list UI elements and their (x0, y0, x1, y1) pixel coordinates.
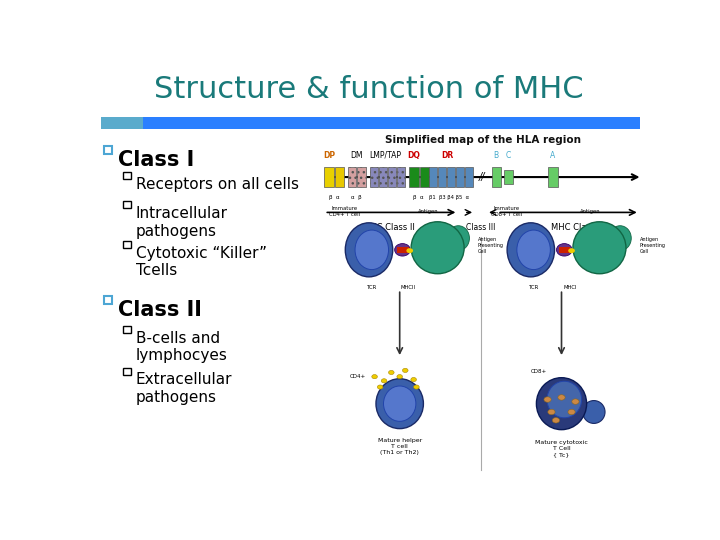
Bar (547, 167, 557, 187)
Text: DR: DR (441, 151, 454, 160)
Text: CD8+: CD8+ (531, 369, 547, 374)
Text: TCR: TCR (528, 285, 539, 290)
Bar (104, 146, 112, 154)
Text: TCR: TCR (366, 285, 377, 290)
Bar (104, 295, 112, 304)
Ellipse shape (557, 244, 572, 256)
Text: Class II: Class II (118, 300, 202, 320)
Text: β  α: β α (328, 194, 339, 199)
Bar (124, 201, 131, 208)
Text: MHCI: MHCI (563, 285, 577, 290)
Bar (124, 241, 131, 248)
Bar (124, 172, 131, 179)
Bar (504, 170, 513, 184)
Text: Antigen
Presenting
Cell: Antigen Presenting Cell (639, 238, 665, 254)
Bar (348, 167, 356, 187)
Bar (397, 167, 405, 187)
Ellipse shape (389, 370, 394, 375)
Ellipse shape (573, 222, 626, 274)
Ellipse shape (376, 379, 423, 429)
Bar (429, 167, 437, 187)
Text: DP: DP (323, 151, 335, 160)
Text: //: // (479, 172, 485, 182)
Text: Antigen: Antigen (418, 210, 439, 214)
Bar (324, 167, 334, 187)
Bar (409, 167, 418, 187)
Bar (456, 167, 464, 187)
Ellipse shape (395, 244, 410, 256)
Ellipse shape (582, 401, 605, 423)
Ellipse shape (397, 375, 402, 379)
Bar (559, 246, 570, 253)
Ellipse shape (406, 248, 413, 253)
Ellipse shape (384, 386, 416, 421)
Bar (379, 167, 387, 187)
Ellipse shape (552, 417, 559, 423)
Ellipse shape (517, 230, 550, 269)
Bar (124, 368, 131, 375)
Text: B-cells and
lymphocyes: B-cells and lymphocyes (136, 331, 228, 363)
Bar (143, 117, 639, 129)
Text: Cytotoxic “Killer”
Tcells: Cytotoxic “Killer” Tcells (136, 246, 266, 278)
Bar (397, 246, 409, 253)
Bar (335, 167, 344, 187)
Text: DM: DM (350, 151, 362, 160)
Ellipse shape (547, 381, 582, 418)
Bar (370, 167, 378, 187)
Ellipse shape (572, 399, 579, 404)
Text: β1  β3 β4 β5  α: β1 β3 β4 β5 α (429, 194, 469, 199)
Bar (492, 167, 500, 187)
Ellipse shape (346, 223, 392, 277)
Bar (124, 326, 131, 333)
Ellipse shape (414, 385, 419, 389)
Text: B: B (494, 151, 499, 160)
Text: Mature helper
T cell
(Th1 or Th2): Mature helper T cell (Th1 or Th2) (377, 438, 422, 455)
Ellipse shape (568, 248, 575, 253)
Bar (420, 167, 429, 187)
Text: Mature cytotoxic
T Cell
{ Tc}: Mature cytotoxic T Cell { Tc} (535, 440, 588, 457)
Text: CD4+: CD4+ (350, 374, 366, 379)
Ellipse shape (402, 368, 408, 373)
Text: β  α: β α (413, 194, 424, 199)
Ellipse shape (507, 223, 554, 277)
Ellipse shape (536, 377, 587, 430)
Ellipse shape (544, 397, 552, 402)
Text: Structure & function of MHC: Structure & function of MHC (154, 75, 584, 104)
Ellipse shape (568, 409, 575, 415)
Bar (388, 167, 396, 187)
Text: α  β: α β (351, 194, 361, 199)
Text: C: C (506, 151, 511, 160)
Bar (357, 167, 366, 187)
Ellipse shape (447, 226, 469, 251)
Bar (438, 167, 446, 187)
Text: Immature
CD8+ T cell: Immature CD8+ T cell (491, 206, 523, 217)
Text: MHCII: MHCII (400, 285, 415, 290)
Ellipse shape (372, 375, 377, 379)
Text: Class III: Class III (466, 223, 495, 232)
Ellipse shape (411, 222, 464, 274)
Text: Simplified map of the HLA region: Simplified map of the HLA region (385, 136, 581, 145)
Text: Antigen: Antigen (580, 210, 600, 214)
Text: MHC Class II: MHC Class II (363, 223, 415, 232)
Ellipse shape (377, 385, 383, 389)
Text: Antigen
Presenting
Cell: Antigen Presenting Cell (478, 238, 504, 254)
Text: LMP/TAP: LMP/TAP (369, 151, 401, 160)
Bar (101, 117, 143, 129)
Text: Intracellular
pathogens: Intracellular pathogens (136, 206, 228, 239)
Bar (465, 167, 473, 187)
Text: Extracellular
pathogens: Extracellular pathogens (136, 373, 233, 405)
Text: MHC Class I: MHC Class I (551, 223, 600, 232)
Text: Receptors on all cells: Receptors on all cells (136, 177, 299, 192)
Text: A: A (550, 151, 555, 160)
Text: Immature
CD4+ T cell: Immature CD4+ T cell (330, 206, 361, 217)
Text: Class I: Class I (118, 150, 194, 170)
Ellipse shape (411, 377, 416, 382)
Ellipse shape (382, 379, 387, 383)
Bar (447, 167, 455, 187)
Ellipse shape (609, 226, 631, 251)
Ellipse shape (355, 230, 389, 269)
Ellipse shape (548, 409, 555, 415)
Ellipse shape (558, 395, 565, 400)
Text: DQ: DQ (408, 151, 420, 160)
